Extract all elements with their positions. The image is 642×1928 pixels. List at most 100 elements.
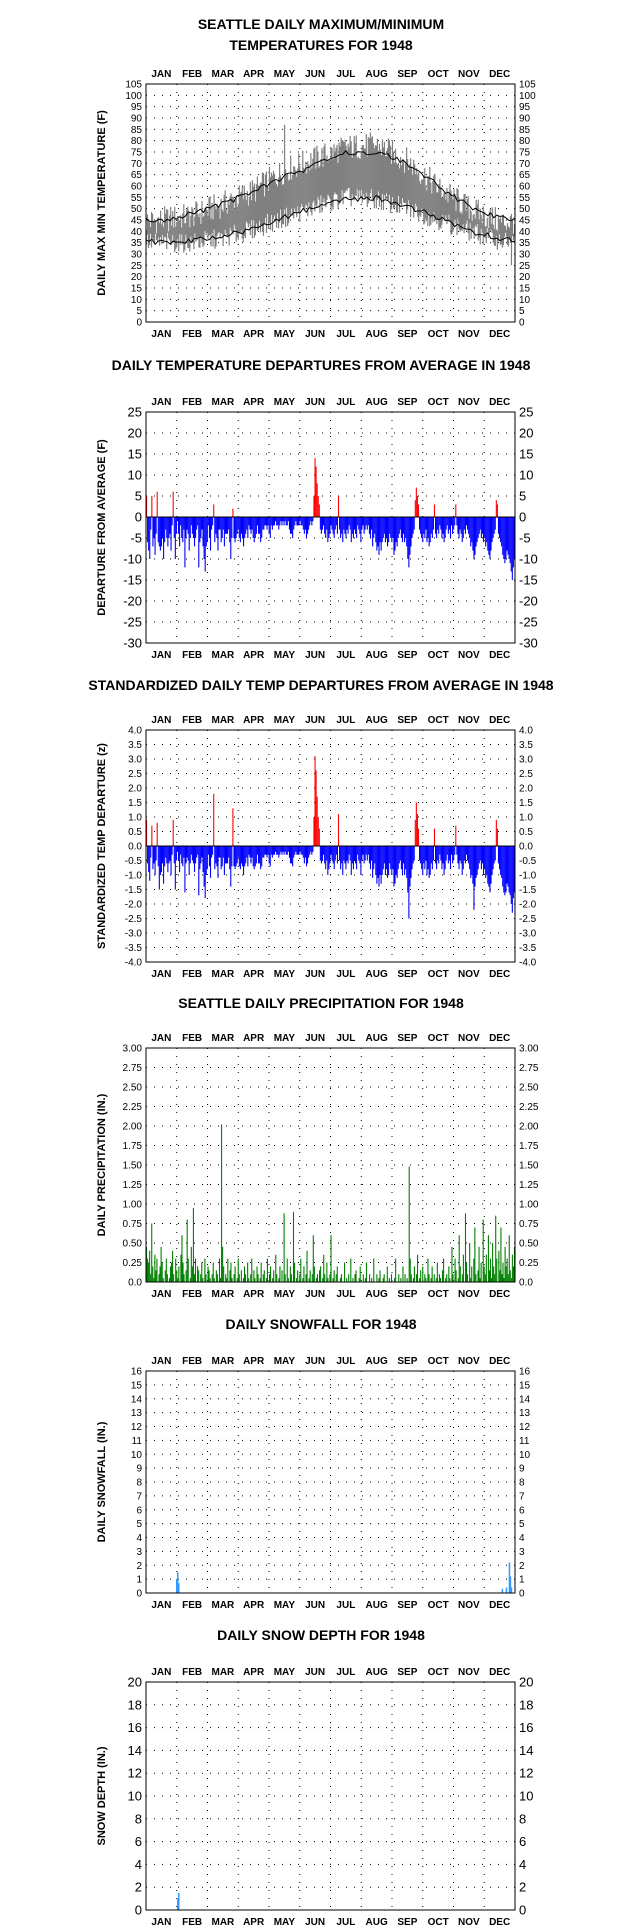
y-tick-label-left: 0.0 — [128, 1278, 142, 1289]
y-tick-label-right: 85 — [519, 125, 531, 136]
y-tick-label-right: -1.5 — [519, 885, 537, 896]
chart-panel-3: STANDARDIZED DAILY TEMP DEPARTURES FROM … — [88, 677, 553, 980]
y-tick-label-left: 90 — [131, 114, 143, 125]
y-tick-label-left: 14 — [128, 1743, 142, 1758]
chart-title: DAILY TEMPERATURE DEPARTURES FROM AVERAG… — [112, 357, 531, 373]
month-label-top: JUL — [336, 1356, 355, 1367]
month-label-bottom: JUL — [336, 650, 355, 661]
month-label-top: MAY — [274, 715, 296, 726]
y-tick-label-right: -1.0 — [519, 871, 537, 882]
month-label-top: JUN — [305, 1667, 325, 1678]
month-label-bottom: MAR — [211, 1600, 235, 1611]
month-label-bottom: AUG — [366, 650, 388, 661]
y-tick-label-right: 3.00 — [519, 1044, 539, 1055]
month-label-bottom: APR — [243, 969, 265, 980]
y-tick-label-left: 0.5 — [128, 827, 142, 838]
month-label-bottom: MAY — [274, 650, 296, 661]
month-label-bottom: JAN — [151, 329, 171, 340]
chart-panel-1: SEATTLE DAILY MAXIMUM/MINIMUM TEMPERATURE… — [96, 16, 536, 340]
month-label-bottom: FEB — [182, 329, 202, 340]
month-label-bottom: DEC — [489, 329, 510, 340]
y-tick-label-right: 14 — [519, 1743, 533, 1758]
month-label-bottom: JAN — [151, 1289, 171, 1300]
y-tick-label-right: 7 — [519, 1491, 525, 1502]
y-tick-label-left: -20 — [123, 594, 142, 609]
month-label-top: OCT — [428, 715, 449, 726]
month-label-bottom: FEB — [182, 1917, 202, 1928]
chart-title: DAILY SNOWFALL FOR 1948 — [225, 1316, 416, 1332]
y-tick-label-right: 1.75 — [519, 1141, 539, 1152]
month-label-bottom: MAY — [274, 329, 296, 340]
y-tick-label-right: -25 — [519, 615, 538, 630]
y-tick-label-left: 12 — [131, 1422, 143, 1433]
y-tick-label-left: -1.0 — [125, 871, 143, 882]
month-label-top: FEB — [182, 1356, 202, 1367]
month-label-bottom: SEP — [397, 329, 417, 340]
y-tick-label-right: 18 — [519, 1697, 533, 1712]
y-tick-label-right: 0 — [519, 318, 525, 329]
y-tick-label-left: 15 — [131, 1380, 143, 1391]
y-tick-label-left: 13 — [131, 1408, 143, 1419]
y-tick-label-right: 16 — [519, 1367, 531, 1378]
y-tick-label-left: 0.25 — [123, 1258, 143, 1269]
month-label-top: NOV — [458, 1667, 480, 1678]
y-tick-label-left: 40 — [131, 227, 143, 238]
month-label-bottom: DEC — [489, 1917, 510, 1928]
month-label-bottom: OCT — [428, 1289, 449, 1300]
chart-title: SEATTLE DAILY PRECIPITATION FOR 1948 — [178, 995, 464, 1011]
month-label-top: SEP — [397, 1033, 417, 1044]
month-label-top: FEB — [182, 1667, 202, 1678]
month-label-top: NOV — [458, 715, 480, 726]
normal-max-line — [145, 150, 516, 223]
month-label-top: JUL — [336, 715, 355, 726]
y-tick-label-right: 4 — [519, 1533, 525, 1544]
month-label-bottom: OCT — [428, 969, 449, 980]
y-tick-label-left: 1.00 — [123, 1200, 143, 1211]
month-label-top: AUG — [366, 397, 388, 408]
y-tick-label-left: -0.5 — [125, 856, 143, 867]
y-tick-label-right: -3.0 — [519, 929, 537, 940]
y-tick-label-right: 8 — [519, 1811, 526, 1826]
y-tick-label-right: 1 — [519, 1575, 525, 1586]
y-tick-label-left: 35 — [131, 238, 143, 249]
y-tick-label-left: 105 — [125, 80, 142, 91]
y-tick-label-right: 12 — [519, 1766, 533, 1781]
month-label-bottom: APR — [243, 650, 265, 661]
plot-frame — [145, 729, 516, 963]
y-tick-label-right: 20 — [519, 1675, 533, 1690]
y-tick-label-left: 80 — [131, 136, 143, 147]
y-tick-label-right: 0 — [519, 1589, 525, 1600]
y-tick-label-right: 3.0 — [519, 755, 533, 766]
y-tick-label-left: 1.50 — [123, 1161, 143, 1172]
month-label-top: MAY — [274, 397, 296, 408]
y-tick-label-left: -4.0 — [125, 958, 143, 969]
y-tick-label-left: 12 — [128, 1766, 142, 1781]
month-label-top: JUN — [305, 1033, 325, 1044]
y-tick-label-left: 1.25 — [123, 1180, 143, 1191]
y-tick-label-left: 3.00 — [123, 1044, 143, 1055]
y-tick-label-left: 8 — [136, 1478, 142, 1489]
y-tick-label-left: -3.5 — [125, 943, 143, 954]
month-label-top: JAN — [151, 1033, 171, 1044]
month-label-bottom: JUL — [336, 1289, 355, 1300]
y-tick-label-right: 14 — [519, 1394, 531, 1405]
month-label-bottom: AUG — [366, 1600, 388, 1611]
month-label-top: FEB — [182, 1033, 202, 1044]
y-tick-label-left: 2.5 — [128, 769, 142, 780]
chart-title: SEATTLE DAILY MAXIMUM/MINIMUM — [198, 16, 444, 32]
y-tick-label-left: -25 — [123, 615, 142, 630]
chart-title: STANDARDIZED DAILY TEMP DEPARTURES FROM … — [88, 677, 553, 693]
month-label-top: JAN — [151, 397, 171, 408]
y-tick-label-left: 10 — [131, 1450, 143, 1461]
y-tick-label-right: -2.0 — [519, 900, 537, 911]
month-label-top: MAY — [274, 1356, 296, 1367]
y-tick-label-left: 16 — [131, 1367, 143, 1378]
y-tick-label-right: 25 — [519, 405, 533, 420]
month-label-bottom: MAR — [211, 329, 235, 340]
month-label-bottom: FEB — [182, 650, 202, 661]
plot-frame — [145, 1047, 516, 1283]
y-tick-label-left: 60 — [131, 182, 143, 193]
month-label-top: MAR — [211, 397, 235, 408]
y-tick-label-right: 3 — [519, 1547, 525, 1558]
